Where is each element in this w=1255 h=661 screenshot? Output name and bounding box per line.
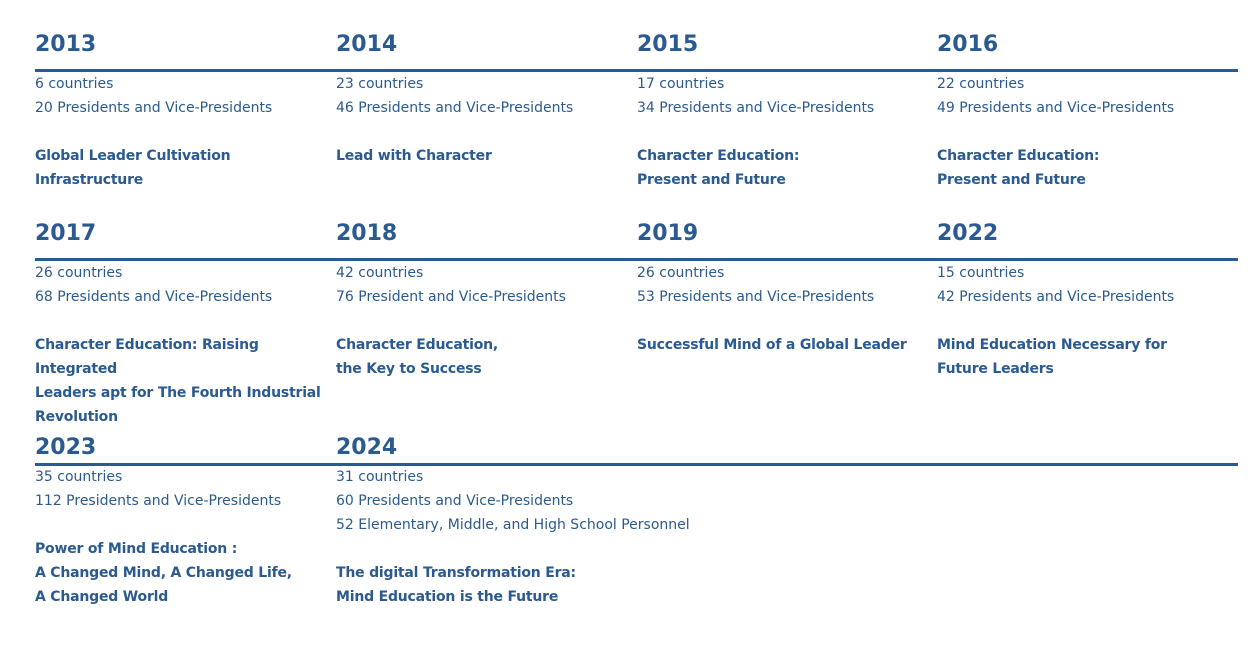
entry-year: 2017 [35, 221, 97, 246]
timeline-entry-2024: 2024 31 countries 60 Presidents and Vice… [336, 403, 736, 623]
entry-countries: 31 countries [336, 469, 424, 485]
entry-stats: 35 countries 112 Presidents and Vice-Pre… [35, 465, 281, 513]
entry-presidents: 46 Presidents and Vice-Presidents [336, 100, 574, 116]
row-divider [35, 463, 1238, 466]
entry-theme: Mind Education Necessary for Future Lead… [937, 337, 1167, 377]
timeline-entry-2014: 2014 23 countries 46 Presidents and Vice… [336, 0, 636, 200]
entry-year: 2013 [35, 32, 97, 57]
timeline-entry-2023: 2023 35 countries 112 Presidents and Vic… [35, 403, 335, 623]
entry-countries: 26 countries [637, 265, 725, 281]
entry-theme: Character Education: Present and Future [937, 148, 1100, 188]
entry-presidents: 20 Presidents and Vice-Presidents [35, 100, 273, 116]
entry-theme: Character Education: Present and Future [637, 148, 800, 188]
entry-year: 2018 [336, 221, 398, 246]
entry-year: 2016 [937, 32, 999, 57]
entry-personnel: 52 Elementary, Middle, and High School P… [336, 517, 690, 533]
entry-presidents: 60 Presidents and Vice-Presidents [336, 493, 574, 509]
entry-presidents: 68 Presidents and Vice-Presidents [35, 289, 273, 305]
entry-countries: 15 countries [937, 265, 1025, 281]
row-divider [35, 69, 1238, 72]
entry-stats: 26 countries 68 Presidents and Vice-Pres… [35, 261, 272, 309]
entry-stats: 17 countries 34 Presidents and Vice-Pres… [637, 72, 874, 120]
entry-countries: 35 countries [35, 469, 123, 485]
entry-year: 2019 [637, 221, 699, 246]
entry-theme: Successful Mind of a Global Leader [637, 337, 907, 353]
timeline-entry-2018: 2018 42 countries 76 President and Vice-… [336, 189, 636, 409]
entry-theme: Character Education: Raising Integrated … [35, 337, 321, 425]
entry-stats: 26 countries 53 Presidents and Vice-Pres… [637, 261, 874, 309]
entry-countries: 42 countries [336, 265, 424, 281]
entry-countries: 22 countries [937, 76, 1025, 92]
row-divider [35, 258, 1238, 261]
entry-year: 2015 [637, 32, 699, 57]
entry-stats: 22 countries 49 Presidents and Vice-Pres… [937, 72, 1174, 120]
entry-theme: Global Leader Cultivation Infrastructure [35, 148, 231, 188]
entry-year: 2023 [35, 435, 97, 460]
entry-stats: 6 countries 20 Presidents and Vice-Presi… [35, 72, 272, 120]
entry-year: 2014 [336, 32, 398, 57]
entry-countries: 17 countries [637, 76, 725, 92]
entry-theme: The digital Transformation Era: Mind Edu… [336, 565, 576, 605]
entry-presidents: 34 Presidents and Vice-Presidents [637, 100, 875, 116]
entry-presidents: 112 Presidents and Vice-Presidents [35, 493, 282, 509]
entry-stats: 15 countries 42 Presidents and Vice-Pres… [937, 261, 1174, 309]
entry-theme: Power of Mind Education : A Changed Mind… [35, 541, 292, 605]
entry-countries: 6 countries [35, 76, 114, 92]
entry-presidents: 49 Presidents and Vice-Presidents [937, 100, 1175, 116]
timeline-entry-2015: 2015 17 countries 34 Presidents and Vice… [637, 0, 937, 200]
entry-theme: Character Education, the Key to Success [336, 337, 498, 377]
entry-presidents: 53 Presidents and Vice-Presidents [637, 289, 875, 305]
entry-theme: Lead with Character [336, 148, 492, 164]
entry-stats: 31 countries 60 Presidents and Vice-Pres… [336, 465, 690, 537]
timeline-entry-2022: 2022 15 countries 42 Presidents and Vice… [937, 189, 1237, 409]
entry-stats: 42 countries 76 President and Vice-Presi… [336, 261, 566, 309]
timeline-entry-2013: 2013 6 countries 20 Presidents and Vice-… [35, 0, 335, 200]
entry-year: 2022 [937, 221, 999, 246]
timeline-entry-2016: 2016 22 countries 49 Presidents and Vice… [937, 0, 1237, 200]
entry-presidents: 76 President and Vice-Presidents [336, 289, 566, 305]
timeline-entry-2019: 2019 26 countries 53 Presidents and Vice… [637, 189, 937, 409]
entry-countries: 23 countries [336, 76, 424, 92]
entry-presidents: 42 Presidents and Vice-Presidents [937, 289, 1175, 305]
entry-year: 2024 [336, 435, 398, 460]
entry-stats: 23 countries 46 Presidents and Vice-Pres… [336, 72, 573, 120]
entry-countries: 26 countries [35, 265, 123, 281]
timeline-entry-2017: 2017 26 countries 68 Presidents and Vice… [35, 189, 335, 425]
